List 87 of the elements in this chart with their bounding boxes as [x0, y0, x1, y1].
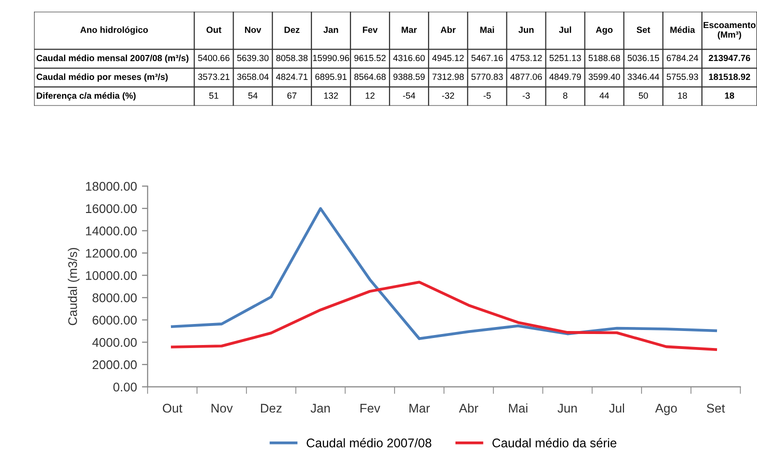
text: 18: [678, 92, 687, 99]
text: 6895.91: [315, 74, 347, 80]
y-tick-label: 6000.00: [92, 316, 137, 325]
category-label: Ago: [596, 26, 613, 35]
line-series: [170, 207, 718, 340]
text: 5770.83: [471, 74, 503, 80]
text: 3573.21: [198, 74, 230, 80]
y-tick-label: 16000.00: [86, 204, 137, 214]
y-tick-label: 2000.00: [92, 360, 137, 370]
x-tick-label: Nov: [212, 404, 233, 413]
category-label: Média: [670, 26, 696, 33]
text: 3346.44: [628, 74, 660, 80]
text: 8058.38: [276, 54, 308, 62]
text: 4316.60: [393, 54, 425, 62]
category-label: Nov: [245, 26, 262, 33]
text: 5036.15: [628, 54, 660, 62]
text: 15990.96: [313, 54, 350, 62]
x-tick-label: Ago: [655, 404, 677, 416]
category-label: Abr: [440, 26, 456, 33]
x-tick-label: Jul: [609, 403, 624, 413]
text: 3658.04: [237, 74, 269, 80]
legend-label: Caudal médio 2007/08: [306, 438, 432, 448]
text: -3: [522, 92, 530, 99]
text: 51: [209, 92, 218, 99]
category-label: Set: [636, 26, 650, 33]
y-tick-label: 4000.00: [92, 338, 137, 347]
x-tick-label: Abr: [458, 403, 478, 413]
category-label: Fev: [362, 26, 378, 33]
text: 9388.59: [393, 74, 425, 80]
text: -54: [403, 92, 416, 99]
line-series: [170, 280, 718, 351]
text: 54: [248, 92, 258, 99]
y-tick-label: 14000.00: [86, 226, 137, 236]
y-axis-title: Caudal (m3/s): [68, 248, 80, 326]
x-tick-label: Mai: [509, 403, 528, 413]
x-tick-label: Dez: [261, 404, 282, 413]
text: Ano hidrológico: [80, 26, 148, 35]
text: 18: [725, 92, 734, 99]
category-label: Out: [206, 26, 222, 33]
category-label: Jun: [518, 26, 534, 33]
text: 12: [366, 92, 374, 99]
x-tick-label: Jun: [558, 404, 577, 413]
text: 50: [638, 92, 648, 99]
y-tick-label: 12000.00: [86, 248, 137, 258]
x-tick-label: Set: [706, 404, 725, 413]
text: -5: [484, 92, 491, 99]
text: 181518.92: [709, 74, 750, 80]
category-label: Mai: [480, 26, 494, 33]
text: 7312.98: [432, 74, 464, 80]
text: 132: [324, 92, 338, 99]
x-tick-label: Jan: [310, 404, 330, 413]
text: 5400.66: [198, 54, 230, 62]
text: 5755.93: [666, 74, 698, 80]
category-label: Jan: [323, 26, 338, 33]
text: 4849.79: [549, 74, 581, 80]
y-tick-label: 18000.00: [86, 182, 137, 191]
text: 44: [600, 92, 609, 99]
category-label: Dez: [284, 26, 300, 33]
text: 5639.30: [237, 54, 269, 62]
text: 3599.40: [588, 74, 620, 80]
text: 4945.12: [432, 54, 464, 62]
text: 4753.12: [510, 54, 542, 62]
category-label: Jul: [558, 26, 572, 33]
x-tick-label: Mar: [410, 404, 430, 413]
text: 213947.76: [708, 54, 750, 62]
text: 5251.13: [550, 54, 581, 62]
y-tick-label: 0.00: [113, 382, 137, 392]
text: 5188.68: [588, 54, 620, 62]
category-label: Diferença c/a média (%): [36, 92, 136, 101]
x-tick-label: Fev: [360, 404, 380, 413]
text: 6784.24: [666, 54, 698, 62]
text: 4877.06: [510, 74, 542, 80]
legend-label: Caudal médio da série: [492, 438, 616, 448]
text: 9615.52: [354, 54, 386, 62]
text: 4824.71: [276, 74, 308, 80]
y-tick-label: 8000.00: [92, 293, 137, 302]
text: 8564.68: [354, 74, 386, 80]
text: 67: [287, 92, 296, 99]
text: -32: [442, 92, 454, 99]
category-label: Caudal médio por meses (m³/s): [36, 73, 168, 82]
y-tick-label: 10000.00: [86, 271, 137, 280]
category-label: Mar: [402, 26, 417, 33]
text: 8: [563, 92, 568, 99]
category-label: Caudal médio mensal 2007/08 (m³/s): [36, 54, 188, 63]
category-label: Escoamento (Mm³): [704, 22, 756, 40]
x-tick-label: Out: [162, 404, 182, 413]
text: 5467.16: [471, 54, 503, 62]
